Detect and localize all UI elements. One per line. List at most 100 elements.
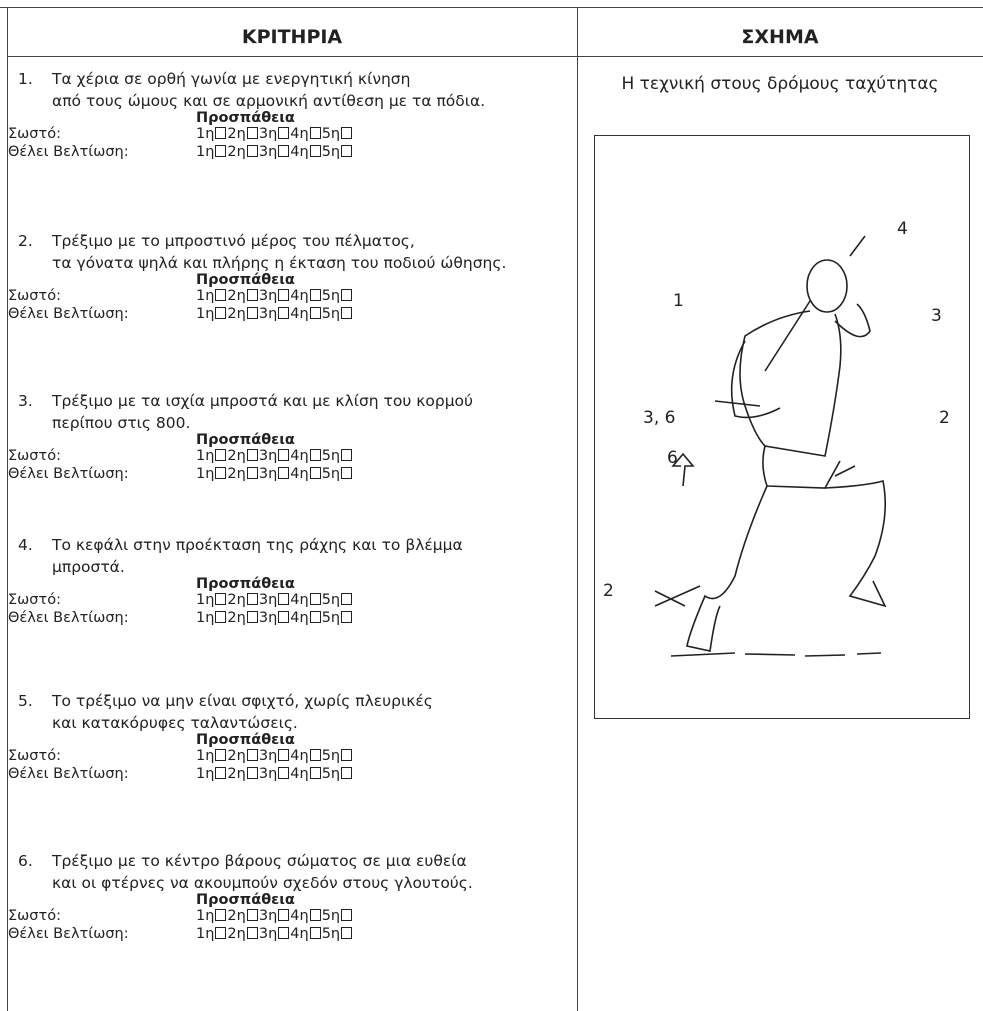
checkbox: [309, 611, 321, 623]
attempt-label: 5η: [321, 466, 341, 482]
attempts-heading: Προσπάθεια: [196, 110, 295, 126]
attempt-label: 4η: [290, 766, 309, 782]
attempt-row: 1η 2η 3η 4η 5η: [196, 766, 353, 782]
attempt-label: 5η: [321, 126, 341, 142]
attempt-label: 2η: [227, 448, 246, 464]
attempt-label: 1η: [196, 766, 215, 782]
checkbox: [341, 767, 353, 779]
attempt-label: 2η: [227, 144, 246, 160]
attempt-label: 1η: [196, 144, 215, 160]
attempt-label: 5η: [321, 448, 341, 464]
checkbox: [341, 127, 353, 139]
checkbox: [215, 593, 227, 605]
attempt-label: 3η: [258, 908, 278, 924]
checkbox: [278, 449, 290, 461]
attempt-label: 4η: [290, 592, 309, 608]
left-border: [7, 7, 8, 1011]
checkbox: [246, 593, 258, 605]
criterion-text: Το τρέξιμο να μην είναι σφιχτό, χωρίς πλ…: [52, 692, 433, 710]
checkbox: [278, 289, 290, 301]
checkbox: [246, 467, 258, 479]
row-label: Θέλει Βελτίωση:: [8, 306, 129, 322]
attempt-row: 1η 2η 3η 4η 5η: [196, 592, 353, 608]
attempt-label: 1η: [196, 288, 215, 304]
attempts-heading: Προσπάθεια: [196, 272, 295, 288]
checkbox: [246, 749, 258, 761]
attempt-label: 4η: [290, 288, 309, 304]
criterion-number: 6.: [18, 852, 33, 870]
attempt-label: 2η: [227, 288, 246, 304]
checkbox: [215, 145, 227, 157]
criterion-text: Το κεφάλι στην προέκταση της ράχης και τ…: [52, 536, 463, 554]
attempt-label: 5η: [321, 288, 341, 304]
checkbox: [341, 749, 353, 761]
attempt-label: 4η: [290, 144, 309, 160]
row-label: Θέλει Βελτίωση:: [8, 144, 129, 160]
attempts-heading: Προσπάθεια: [196, 432, 295, 448]
checkbox: [215, 449, 227, 461]
criterion-text: και κατακόρυφες ταλαντώσεις.: [52, 714, 298, 732]
criterion-text: περίπου στις 800.: [52, 414, 191, 432]
checkbox: [309, 307, 321, 319]
attempt-label: 1η: [196, 466, 215, 482]
criterion-text: Τρέξιμο με το κέντρο βάρους σώματος σε μ…: [52, 852, 467, 870]
checkbox: [341, 593, 353, 605]
checkbox: [246, 927, 258, 939]
attempt-label: 1η: [196, 908, 215, 924]
figure-label: 6: [667, 448, 678, 468]
row-label: Θέλει Βελτίωση:: [8, 926, 129, 942]
checkbox: [278, 611, 290, 623]
checkbox: [246, 145, 258, 157]
attempt-row: 1η 2η 3η 4η 5η: [196, 908, 353, 924]
attempt-label: 4η: [290, 306, 309, 322]
checkbox: [341, 307, 353, 319]
attempt-label: 3η: [258, 748, 278, 764]
attempt-label: 2η: [227, 126, 246, 142]
figure-label: 4: [897, 219, 908, 239]
figure-label: 2: [603, 581, 614, 601]
criterion-text: μπροστά.: [52, 558, 125, 576]
checkbox: [215, 467, 227, 479]
figure-frame: 4 1 3 3, 6 2 6 2: [594, 135, 970, 719]
attempt-label: 2η: [227, 926, 246, 942]
checkbox: [246, 611, 258, 623]
checkbox: [246, 307, 258, 319]
checkbox: [215, 767, 227, 779]
runner-drawing: 4 1 3 3, 6 2 6 2: [603, 219, 950, 657]
attempt-label: 1η: [196, 126, 215, 142]
attempt-label: 3η: [258, 766, 278, 782]
attempt-label: 3η: [258, 926, 278, 942]
attempt-label: 2η: [227, 306, 246, 322]
attempt-label: 4η: [290, 926, 309, 942]
attempt-label: 2η: [227, 766, 246, 782]
figure-caption: Η τεχνική στους δρόμους ταχύτητας: [621, 74, 939, 94]
column-divider: [577, 7, 578, 1011]
checkbox: [246, 289, 258, 301]
criterion-text: από τους ώμους και σε αρμονική αντίθεση …: [52, 92, 486, 110]
attempt-row: 1η 2η 3η 4η 5η: [196, 466, 353, 482]
row-label: Σωστό:: [8, 592, 61, 608]
checkbox: [246, 767, 258, 779]
criterion-number: 2.: [18, 232, 33, 250]
attempt-label: 5η: [321, 592, 341, 608]
checkbox: [278, 467, 290, 479]
attempt-label: 4η: [290, 748, 309, 764]
figure-heading: ΣΧΗΜΑ: [741, 26, 819, 48]
attempt-label: 4η: [290, 126, 309, 142]
checkbox: [341, 449, 353, 461]
checkbox: [215, 611, 227, 623]
attempt-label: 5η: [321, 766, 341, 782]
figure-label: 2: [939, 408, 950, 428]
checkbox: [278, 767, 290, 779]
row-label: Θέλει Βελτίωση:: [8, 610, 129, 626]
attempt-label: 5η: [321, 144, 341, 160]
checkbox: [309, 145, 321, 157]
attempt-label: 4η: [290, 448, 309, 464]
attempt-label: 5η: [321, 748, 341, 764]
row-label: Θέλει Βελτίωση:: [8, 466, 129, 482]
attempt-row: 1η 2η 3η 4η 5η: [196, 610, 353, 626]
figure-labels: 4 1 3 3, 6 2 6 2: [603, 219, 950, 601]
criterion-number: 4.: [18, 536, 33, 554]
checkbox: [309, 927, 321, 939]
attempt-label: 3η: [258, 288, 278, 304]
